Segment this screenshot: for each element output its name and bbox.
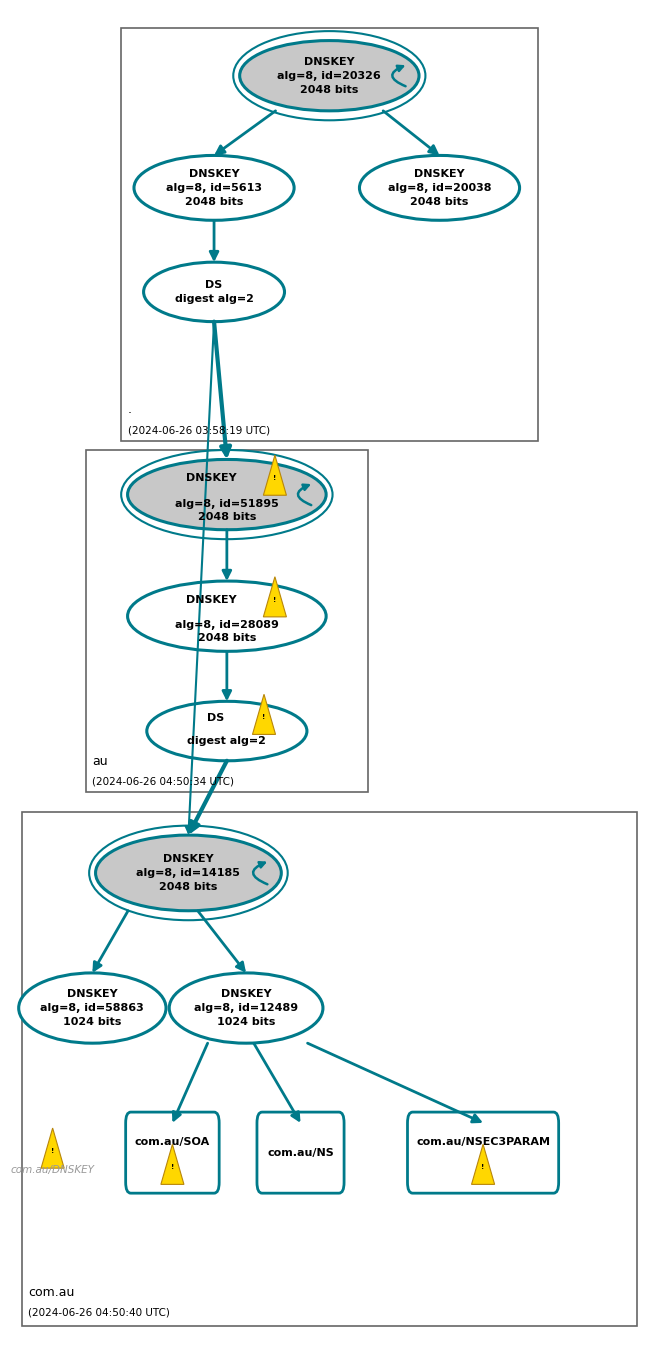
Ellipse shape [146,701,307,761]
Polygon shape [253,695,275,734]
Text: com.au/SOA: com.au/SOA [135,1137,210,1147]
Text: (2024-06-26 03:58:19 UTC): (2024-06-26 03:58:19 UTC) [128,425,270,435]
Text: com.au/NS: com.au/NS [267,1148,334,1158]
Text: com.au: com.au [28,1285,75,1298]
Text: (2024-06-26 04:50:40 UTC): (2024-06-26 04:50:40 UTC) [28,1308,170,1317]
Polygon shape [161,1144,184,1185]
Text: DNSKEY
alg=8, id=20326
2048 bits: DNSKEY alg=8, id=20326 2048 bits [277,57,381,95]
Text: DNSKEY
alg=8, id=12489
1024 bits: DNSKEY alg=8, id=12489 1024 bits [194,988,298,1028]
Text: alg=8, id=51895
2048 bits: alg=8, id=51895 2048 bits [175,498,279,521]
Text: .: . [128,403,132,416]
Ellipse shape [169,974,323,1043]
Ellipse shape [134,156,294,221]
Ellipse shape [128,581,326,651]
Bar [86,450,368,792]
Text: !: ! [273,597,277,603]
Text: DNSKEY
alg=8, id=5613
2048 bits: DNSKEY alg=8, id=5613 2048 bits [166,169,262,207]
Ellipse shape [359,156,519,221]
Text: DNSKEY
alg=8, id=14185
2048 bits: DNSKEY alg=8, id=14185 2048 bits [137,854,240,892]
Text: !: ! [262,715,266,720]
FancyBboxPatch shape [408,1112,559,1193]
Ellipse shape [96,835,281,911]
Polygon shape [264,577,286,617]
FancyBboxPatch shape [126,1112,219,1193]
Text: !: ! [482,1164,485,1170]
Ellipse shape [144,263,284,322]
Text: DNSKEY
alg=8, id=20038
2048 bits: DNSKEY alg=8, id=20038 2048 bits [388,169,492,207]
Text: DNSKEY: DNSKEY [186,594,236,605]
Polygon shape [264,455,286,496]
Text: DNSKEY
alg=8, id=58863
1024 bits: DNSKEY alg=8, id=58863 1024 bits [40,988,145,1028]
Polygon shape [471,1144,495,1185]
Text: com.au/NSEC3PARAM: com.au/NSEC3PARAM [416,1137,550,1147]
Ellipse shape [19,974,166,1043]
Ellipse shape [240,41,419,111]
Polygon shape [41,1128,64,1169]
Text: (2024-06-26 04:50:34 UTC): (2024-06-26 04:50:34 UTC) [92,776,234,787]
Bar [22,812,637,1326]
Ellipse shape [128,459,326,529]
Text: DS: DS [207,712,224,723]
Text: !: ! [273,475,277,481]
Text: digest alg=2: digest alg=2 [187,737,266,746]
Text: !: ! [171,1164,174,1170]
Text: DS
digest alg=2: DS digest alg=2 [174,280,253,303]
Text: DNSKEY: DNSKEY [186,474,236,483]
Text: com.au/DNSKEY: com.au/DNSKEY [10,1166,94,1175]
Text: au: au [92,754,108,768]
Text: !: ! [51,1148,54,1154]
FancyBboxPatch shape [257,1112,344,1193]
Text: alg=8, id=28089
2048 bits: alg=8, id=28089 2048 bits [175,620,279,643]
Bar [121,28,538,440]
